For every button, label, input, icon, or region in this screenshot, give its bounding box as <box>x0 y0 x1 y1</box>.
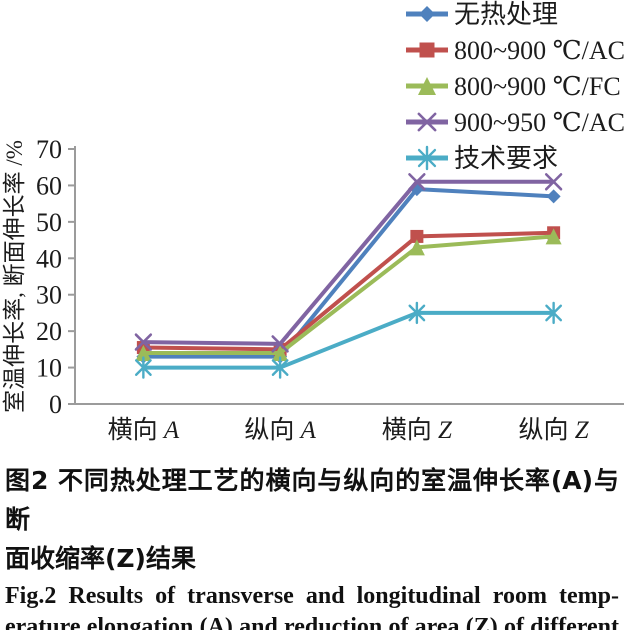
x-category-label: 纵向 A <box>244 416 316 444</box>
elongation-line-chart: 0 10 20 30 40 50 60 70 室温伸长率, 断面伸长率 /% 横向 A 纵向 A 横向… <box>2 0 624 444</box>
x-marker <box>271 335 289 353</box>
series-2 <box>135 228 562 361</box>
asterisk-marker <box>408 301 426 325</box>
series-1 <box>136 226 561 356</box>
y-tick-label: 10 <box>36 354 62 383</box>
legend-item: 无热处理 <box>406 0 558 29</box>
caption-english-line2: erature elongation (A) and reduction of … <box>5 614 619 630</box>
triangle-marker <box>408 239 425 256</box>
legend-label: 800~900 ℃/FC <box>454 72 621 101</box>
y-tick-label: 40 <box>36 244 62 273</box>
y-tick-label: 20 <box>36 317 62 346</box>
series-0 <box>136 182 561 364</box>
y-tick-label: 30 <box>36 281 62 310</box>
asterisk-marker <box>417 145 437 171</box>
legend-label: 技术要求 <box>454 144 558 173</box>
y-tick-label: 50 <box>36 208 62 237</box>
caption-chinese-line1: 图2 不同热处理工艺的横向与纵向的室温伸长率(A)与断 <box>5 466 619 534</box>
asterisk-marker <box>134 356 152 379</box>
series-line <box>143 234 554 355</box>
series-4 <box>134 301 563 379</box>
legend-label: 无热处理 <box>454 0 558 29</box>
series-line <box>143 187 554 359</box>
square-marker <box>410 229 424 243</box>
triangle-marker <box>545 228 562 245</box>
x-marker <box>544 173 563 191</box>
triangle-marker <box>135 345 152 361</box>
legend-item: 技术要求 <box>406 144 558 173</box>
legend-item: 800~900 ℃/FC <box>406 72 621 101</box>
legend-label: 900~950 ℃/AC <box>454 108 624 137</box>
y-tick-label: 70 <box>36 135 62 164</box>
series-line <box>143 230 554 352</box>
legend-label: 800~900 ℃/AC <box>454 36 624 65</box>
legend-item: 800~900 ℃/AC <box>406 36 624 65</box>
caption-chinese-line2: 面收缩率(Z)结果 <box>5 544 196 573</box>
square-marker <box>419 42 435 58</box>
asterisk-marker <box>545 301 563 325</box>
x-category-label: 横向 Z <box>382 416 453 444</box>
x-marker <box>417 112 437 132</box>
asterisk-marker <box>271 356 289 379</box>
figure-captions: 图2 不同热处理工艺的横向与纵向的室温伸长率(A)与断 面收缩率(Z)结果 Fi… <box>0 461 624 630</box>
x-category-label: 纵向 Z <box>519 416 590 444</box>
caption-chinese: 图2 不同热处理工艺的横向与纵向的室温伸长率(A)与断 面收缩率(Z)结果 <box>5 461 619 578</box>
series-line <box>143 310 554 370</box>
y-tick-label: 0 <box>49 390 62 419</box>
y-axis-title: 室温伸长率, 断面伸长率 /% <box>2 140 27 413</box>
caption-english: Fig.2 Results of transverse and longitud… <box>5 581 619 630</box>
x-marker <box>408 173 426 191</box>
triangle-marker <box>272 345 289 361</box>
triangle-marker <box>418 77 436 95</box>
series-line <box>143 179 554 346</box>
diamond-marker <box>546 189 561 204</box>
legend: 无热处理 800~900 ℃/AC 800~900 ℃/FC 900~950 ℃/AC… <box>406 0 624 173</box>
diamond-marker <box>419 6 435 22</box>
x-marker <box>134 333 153 351</box>
x-category-label: 横向 A <box>108 416 180 444</box>
legend-item: 900~950 ℃/AC <box>406 108 624 137</box>
series-3 <box>134 173 563 353</box>
caption-english-line1: Fig.2 Results of transverse and longitud… <box>5 583 619 609</box>
y-tick-label: 60 <box>36 171 62 200</box>
